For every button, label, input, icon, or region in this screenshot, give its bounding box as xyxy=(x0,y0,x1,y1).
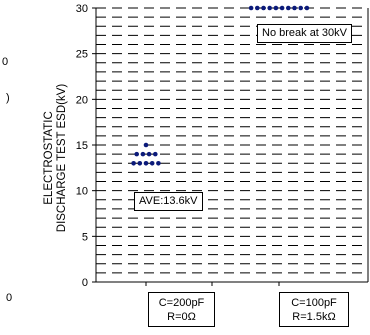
data-point xyxy=(304,5,310,11)
y-tick-label: 25 xyxy=(76,49,88,61)
category-label-1: C=200pF R=0Ω xyxy=(148,292,215,327)
data-point xyxy=(149,160,155,166)
data-point xyxy=(286,5,291,11)
y-axis-label: ELECTROSTATIC DISCHARGE TEST ESD(kV) xyxy=(43,84,68,233)
data-point xyxy=(137,160,143,166)
data-point xyxy=(140,151,146,157)
stray-label-paren: ) xyxy=(6,92,10,104)
data-point xyxy=(254,5,260,11)
data-point xyxy=(279,5,285,11)
y-tick-label: 30 xyxy=(76,3,88,15)
data-point xyxy=(156,160,161,166)
data-point xyxy=(134,151,139,157)
data-point xyxy=(267,5,273,11)
no-break-annotation: No break at 30kV xyxy=(257,24,352,43)
y-tick-label: 5 xyxy=(82,231,88,243)
y-tick-label: 15 xyxy=(76,140,88,152)
category-2-line-2: R=1.5kΩ xyxy=(292,311,336,323)
data-point xyxy=(131,160,136,166)
data-points xyxy=(131,5,310,166)
category-1-line-1: C=200pF xyxy=(158,297,205,309)
category-2-line-1: C=100pF xyxy=(291,297,337,309)
y-tick-label: 10 xyxy=(76,186,88,198)
category-1-line-2: R=0Ω xyxy=(167,311,196,323)
data-point xyxy=(153,151,158,157)
y-tick-label: 20 xyxy=(76,94,88,106)
data-point xyxy=(248,5,254,11)
data-point xyxy=(261,5,266,11)
data-point xyxy=(143,142,149,148)
grid-lines xyxy=(96,7,368,274)
y-tick-labels: 0 5 10 15 20 25 30 xyxy=(76,3,96,289)
data-point xyxy=(273,5,279,11)
data-point xyxy=(143,160,149,166)
axes xyxy=(95,8,369,286)
y-axis-label-line-2: DISCHARGE TEST ESD(kV) xyxy=(56,84,68,233)
data-point xyxy=(298,5,304,11)
data-point xyxy=(292,5,297,11)
stray-label-bottom: 0 xyxy=(6,292,13,304)
average-annotation: AVE:13.6kV xyxy=(134,192,203,211)
category-label-2: C=100pF R=1.5kΩ xyxy=(279,292,349,327)
data-point xyxy=(146,151,152,157)
y-tick-label: 0 xyxy=(82,277,88,289)
stray-label-top: 0 xyxy=(2,56,9,68)
y-axis-label-line-1: ELECTROSTATIC xyxy=(43,111,55,205)
